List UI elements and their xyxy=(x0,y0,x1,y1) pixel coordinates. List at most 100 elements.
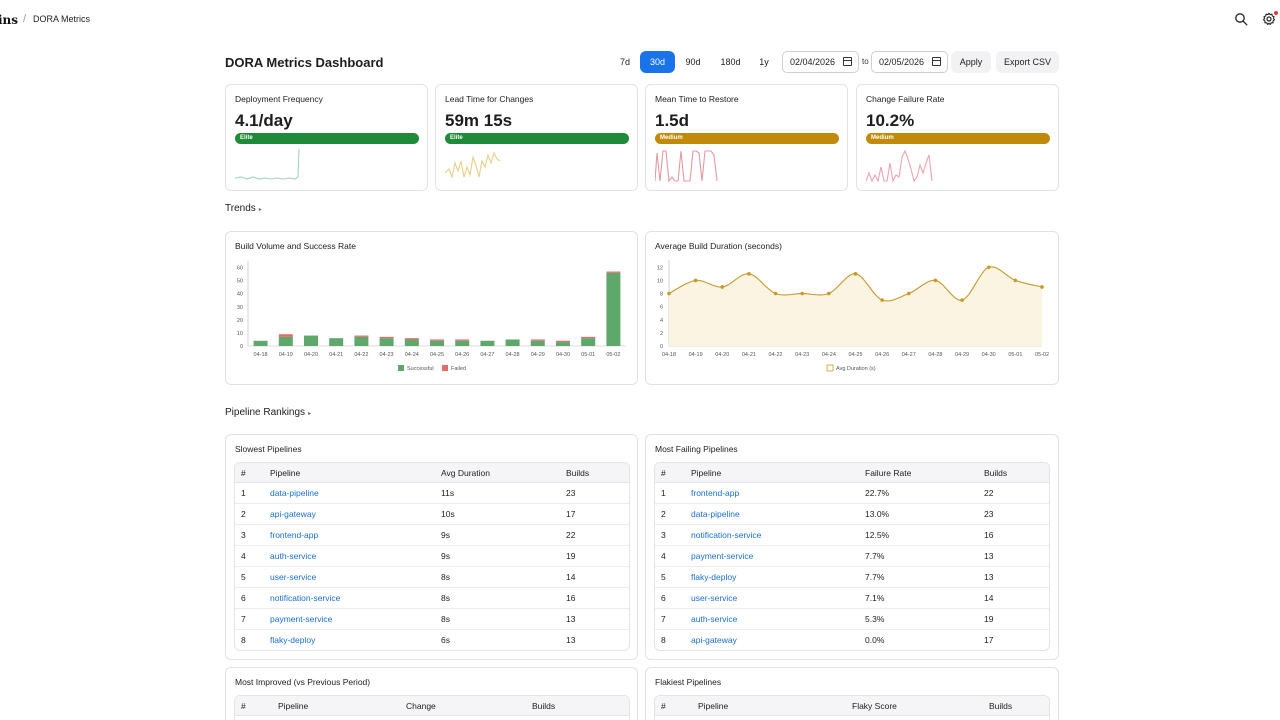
bar-successful[interactable] xyxy=(455,340,470,346)
column-header[interactable]: # xyxy=(241,701,246,711)
apply-button[interactable]: Apply xyxy=(951,51,991,73)
data-point[interactable] xyxy=(800,291,805,296)
bar-successful[interactable] xyxy=(329,338,344,346)
column-header[interactable]: Change xyxy=(406,701,436,711)
y-tick-label: 12 xyxy=(657,265,663,271)
bar-successful[interactable] xyxy=(530,340,545,346)
data-point[interactable] xyxy=(667,291,671,296)
column-header[interactable]: Builds xyxy=(989,701,1013,711)
pipeline-link[interactable]: payment-service xyxy=(691,551,754,561)
bar-successful[interactable] xyxy=(480,340,495,346)
data-point[interactable] xyxy=(827,291,831,296)
bar-successful[interactable] xyxy=(253,340,268,346)
column-header[interactable]: # xyxy=(661,701,666,711)
calendar-icon[interactable] xyxy=(843,57,852,66)
bar-successful[interactable] xyxy=(430,340,444,346)
section-pipeline-rankings[interactable]: Pipeline Rankings ▸ xyxy=(225,407,311,418)
range-180d-button[interactable]: 180d xyxy=(720,57,741,67)
legend-label[interactable]: Failed xyxy=(451,366,466,372)
export-csv-button[interactable]: Export CSV xyxy=(996,51,1059,73)
bar-failed[interactable] xyxy=(556,340,570,343)
pipeline-link[interactable]: data-pipeline xyxy=(270,488,319,498)
bar-successful[interactable] xyxy=(556,342,570,346)
column-header[interactable]: Pipeline xyxy=(278,701,309,711)
bar-failed[interactable] xyxy=(354,335,369,337)
column-header[interactable]: Flaky Score xyxy=(852,701,897,711)
data-point[interactable] xyxy=(853,272,858,276)
pipeline-link[interactable]: auth-service xyxy=(691,614,738,624)
bar-failed[interactable] xyxy=(430,339,444,341)
bar-successful[interactable] xyxy=(581,338,596,346)
x-tick-label: 05-01 xyxy=(581,352,595,358)
data-point[interactable] xyxy=(773,291,778,296)
bar-successful[interactable] xyxy=(304,335,318,346)
date-to-input[interactable]: 02/05/2026 xyxy=(871,51,948,73)
bar-successful[interactable] xyxy=(379,338,394,346)
range-30d-button[interactable]: 30d xyxy=(640,51,675,73)
pipeline-link[interactable]: frontend-app xyxy=(691,488,740,498)
column-header[interactable]: Builds xyxy=(532,701,556,711)
bar-failed[interactable] xyxy=(581,336,596,339)
bar-failed[interactable] xyxy=(379,336,394,339)
data-point[interactable] xyxy=(720,285,725,289)
data-point[interactable] xyxy=(693,278,698,283)
builds-cell: 19 xyxy=(984,614,994,624)
pipeline-link[interactable]: flaky-deploy xyxy=(270,635,316,645)
pipeline-link[interactable]: auth-service xyxy=(270,551,317,561)
pipeline-link[interactable]: notification-service xyxy=(270,593,341,603)
column-header[interactable]: Pipeline xyxy=(698,701,729,711)
bar-failed[interactable] xyxy=(404,338,419,340)
column-header[interactable]: Pipeline xyxy=(691,468,722,478)
x-tick-label: 04-19 xyxy=(689,352,703,358)
column-header[interactable]: Builds xyxy=(984,468,1008,478)
data-point[interactable] xyxy=(747,272,751,276)
pipeline-link[interactable]: api-gateway xyxy=(270,509,316,519)
x-tick-label: 04-30 xyxy=(982,352,996,358)
bar-successful[interactable] xyxy=(404,339,419,346)
pipeline-link[interactable]: data-pipeline xyxy=(691,509,740,519)
data-point[interactable] xyxy=(1040,285,1044,289)
bar-successful[interactable] xyxy=(505,339,520,346)
breadcrumb-current[interactable]: DORA Metrics xyxy=(33,14,91,24)
column-header[interactable]: # xyxy=(241,468,246,478)
bar-successful[interactable] xyxy=(354,336,369,346)
x-tick-label: 04-18 xyxy=(254,352,268,358)
date-from-input[interactable]: 02/04/2026 xyxy=(782,51,859,73)
column-header[interactable]: # xyxy=(661,468,666,478)
panel-most-failing-pipelines: Most Failing Pipelines # Pipeline Failure … xyxy=(645,434,1059,660)
bar-failed[interactable] xyxy=(455,339,470,341)
section-trends[interactable]: Trends ▸ xyxy=(225,203,262,214)
column-header[interactable]: Avg Duration xyxy=(441,468,490,478)
data-point[interactable] xyxy=(933,278,938,283)
column-header[interactable]: Pipeline xyxy=(270,468,301,478)
bar-successful[interactable] xyxy=(606,272,621,346)
app-logo[interactable]: ins xyxy=(0,13,19,27)
pipeline-link[interactable]: api-gateway xyxy=(691,635,737,645)
column-header[interactable]: Builds xyxy=(566,468,590,478)
range-90d-button[interactable]: 90d xyxy=(685,57,701,67)
range-1y-button[interactable]: 1y xyxy=(759,57,769,67)
pipeline-link[interactable]: flaky-deploy xyxy=(691,572,737,582)
sparkline-path xyxy=(866,149,933,183)
legend-label[interactable]: Avg Duration (s) xyxy=(836,366,876,372)
bar-successful[interactable] xyxy=(278,336,293,346)
column-header[interactable]: Failure Rate xyxy=(865,468,912,478)
gear-icon[interactable] xyxy=(1262,11,1278,26)
pipeline-link[interactable]: notification-service xyxy=(691,530,762,540)
calendar-icon[interactable] xyxy=(932,57,941,66)
bar-failed[interactable] xyxy=(606,271,621,273)
legend-label[interactable]: Successful xyxy=(407,366,434,372)
data-point[interactable] xyxy=(960,298,964,302)
bar-failed[interactable] xyxy=(530,339,545,341)
data-point[interactable] xyxy=(1013,278,1018,283)
data-point[interactable] xyxy=(880,298,884,302)
search-icon[interactable] xyxy=(1234,12,1248,26)
data-point[interactable] xyxy=(986,265,991,270)
pipeline-link[interactable]: frontend-app xyxy=(270,530,319,540)
pipeline-link[interactable]: payment-service xyxy=(270,614,333,624)
pipeline-link[interactable]: user-service xyxy=(691,593,738,603)
data-point[interactable] xyxy=(906,291,911,296)
bar-failed[interactable] xyxy=(278,334,293,337)
pipeline-link[interactable]: user-service xyxy=(270,572,317,582)
range-7d-button[interactable]: 7d xyxy=(619,57,630,67)
